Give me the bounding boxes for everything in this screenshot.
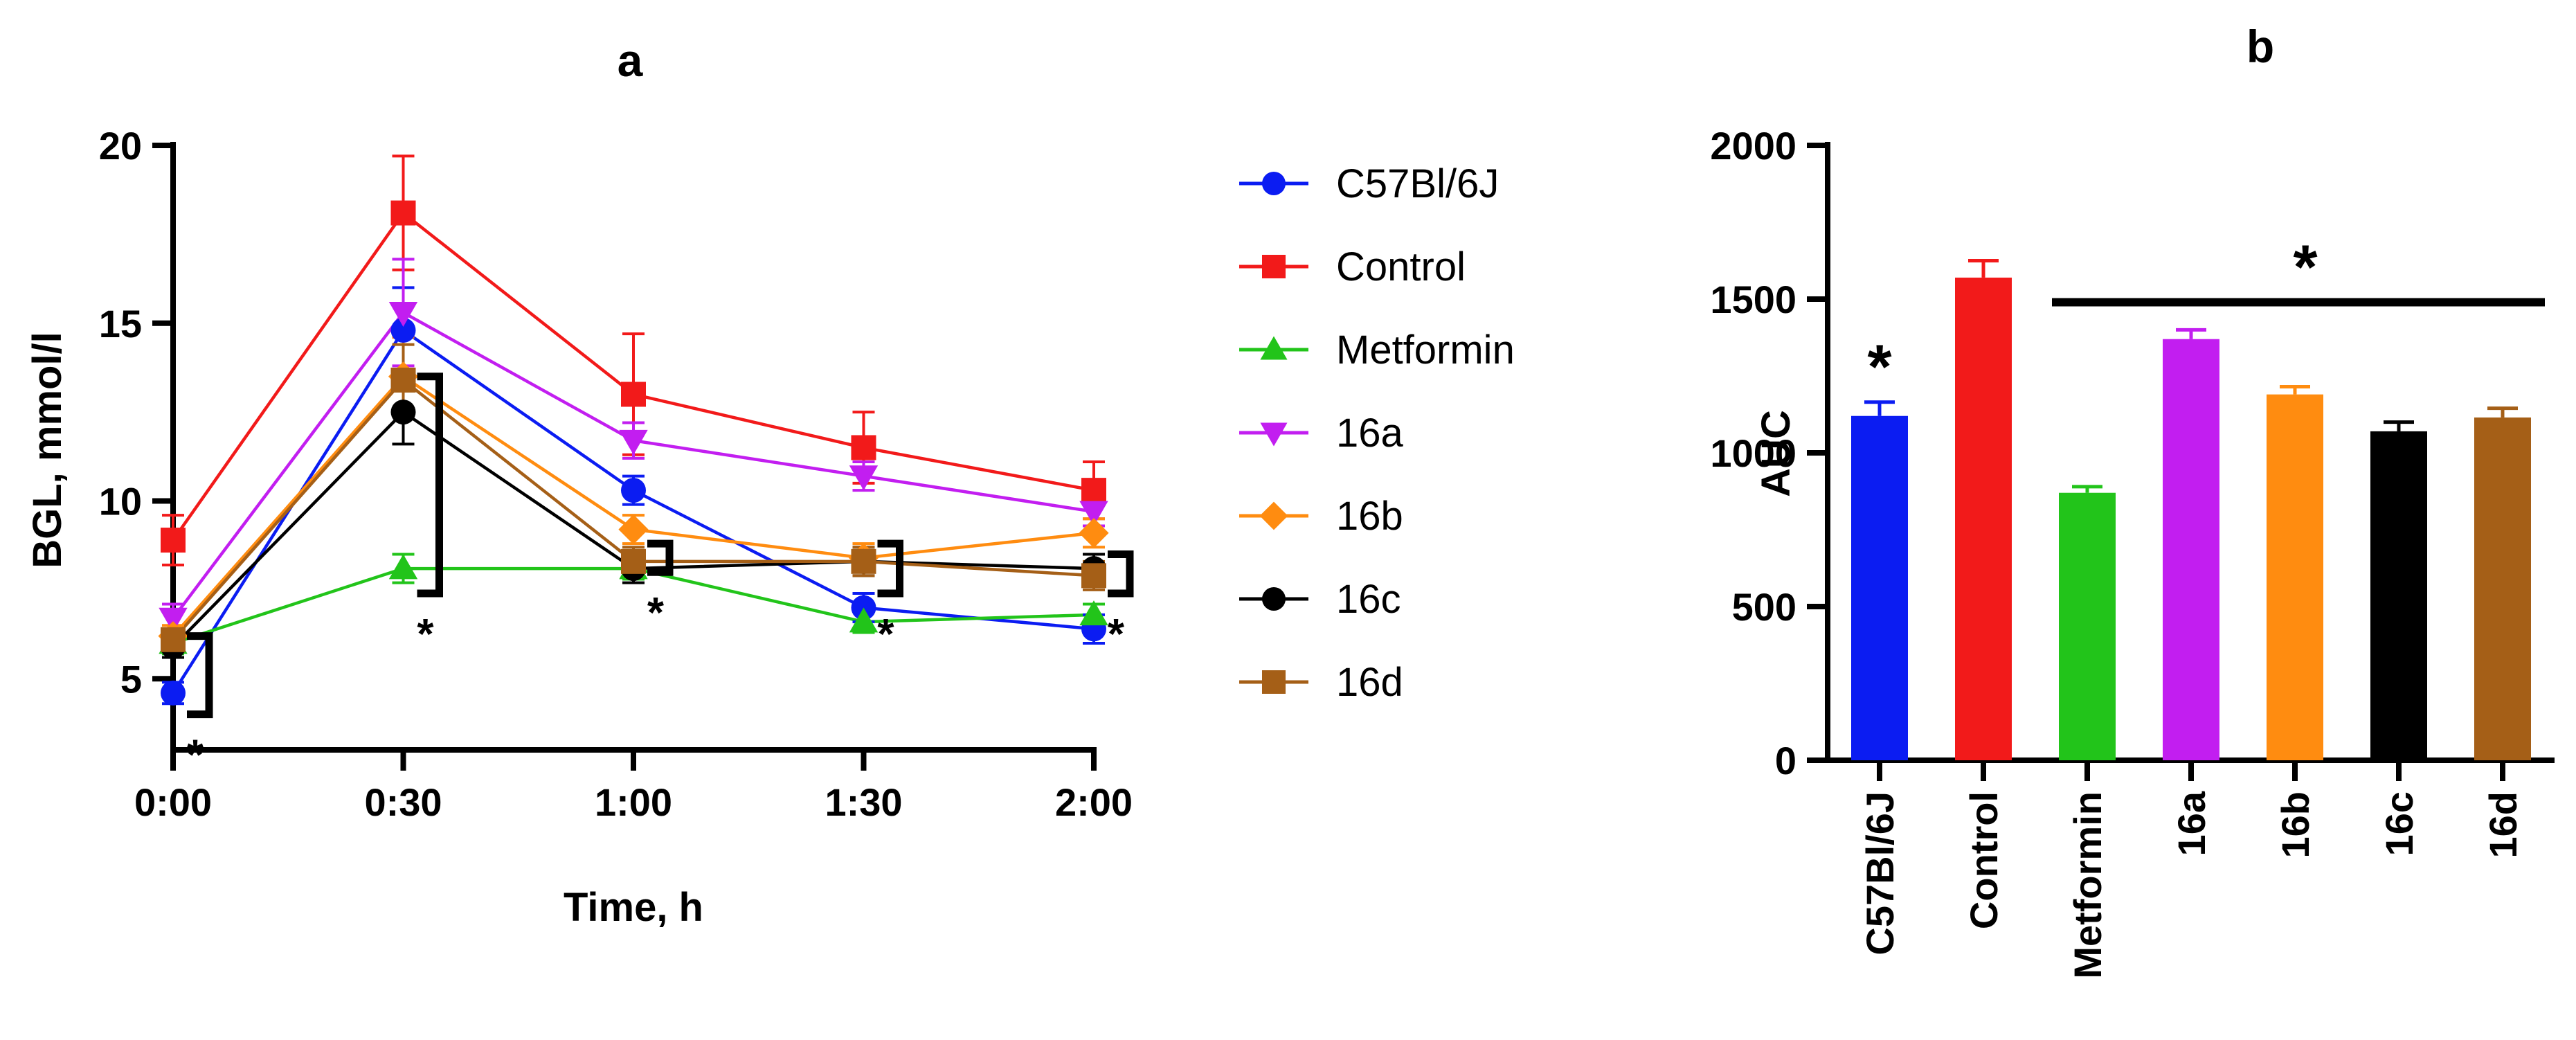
y-tick-label: 2000 [1710, 124, 1796, 168]
x-tick-label: C57Bl/6J [1858, 791, 1902, 956]
x-tick-label: 16c [2377, 791, 2421, 856]
significance-star: * [1867, 333, 1891, 402]
significance-bracket [1108, 550, 1134, 598]
legend-marker [1262, 172, 1286, 195]
x-tick-label: Metformin [2066, 791, 2109, 979]
significance-star: * [2293, 233, 2317, 302]
x-tick-label: 16b [2273, 791, 2317, 859]
x-tick-label: 1:00 [595, 780, 672, 824]
data-point [619, 429, 648, 455]
legend-label: Control [1336, 244, 1466, 289]
data-point [1079, 518, 1109, 548]
data-point [161, 680, 186, 706]
significance-star: * [1108, 611, 1125, 658]
legend-label: 16d [1336, 660, 1403, 705]
line-chart-panel-a: a 5 10 15 20 0:00 0:30 1:00 1:30 2:00 * * * * * Time… [25, 35, 1515, 930]
chart-b-annotations: ** [1867, 233, 2545, 402]
data-point [851, 548, 876, 574]
x-tick-label: 16d [2481, 791, 2525, 859]
x-tick-label: 2:00 [1055, 780, 1133, 824]
data-point [621, 548, 646, 574]
chart-a-legend: C57Bl/6J Control Metformin 16a 16b 16c 16d [1239, 161, 1515, 705]
legend-label: 16b [1336, 494, 1403, 539]
data-point [1079, 600, 1108, 626]
chart-b-axes: 0 500 1000 1500 2000 C57Bl/6J Control Metformin… [1710, 124, 2555, 979]
chart-a-ylabel: BGL, mmol/l [25, 332, 70, 568]
legend-marker [1260, 336, 1288, 360]
bar [2370, 431, 2427, 760]
data-point [161, 627, 186, 652]
y-tick-label: 1500 [1710, 278, 1796, 321]
data-point [849, 607, 879, 633]
legend-marker [1262, 670, 1286, 694]
data-point [618, 514, 649, 545]
significance-bracket [417, 373, 443, 598]
y-tick-label: 15 [99, 302, 142, 346]
data-point [159, 607, 188, 633]
legend-label: Metformin [1336, 328, 1515, 373]
legend-marker [1259, 501, 1288, 530]
y-tick-label: 20 [99, 124, 142, 168]
chart-a-xlabel: Time, h [564, 885, 703, 930]
bar [1955, 277, 2012, 760]
significance-star: * [187, 732, 204, 780]
bar [2163, 339, 2219, 761]
significance-star: * [647, 589, 665, 637]
data-point [390, 400, 416, 425]
data-point [1081, 478, 1106, 503]
x-tick-label: Control [1962, 791, 2006, 929]
data-point [849, 465, 879, 491]
data-point [390, 200, 416, 226]
significance-bracket [647, 539, 674, 576]
significance-bracket [877, 539, 903, 598]
y-tick-label: 10 [99, 480, 142, 523]
chart-a-series [158, 154, 1109, 706]
significance-star: * [417, 611, 434, 658]
chart-a-title: a [618, 35, 644, 86]
legend-label: 16a [1336, 411, 1404, 456]
significance-star: * [877, 611, 894, 658]
x-tick-label: 1:30 [825, 780, 902, 824]
significance-bracket [187, 632, 213, 719]
bar [2267, 394, 2323, 760]
data-point [161, 528, 186, 553]
bar [2474, 417, 2531, 760]
bar [2059, 492, 2116, 760]
data-point [388, 302, 418, 328]
legend-marker [1260, 422, 1288, 447]
data-point [851, 435, 876, 460]
bar [1851, 415, 1908, 760]
bar-chart-panel-b: b 0 500 1000 1500 2000 C57Bl/6J Control Metform… [1710, 21, 2555, 979]
chart-b-bars [1851, 259, 2531, 761]
data-point [621, 478, 646, 503]
data-point [1079, 501, 1108, 526]
y-tick-label: 5 [120, 657, 142, 701]
legend-label: C57Bl/6J [1336, 161, 1499, 206]
data-point [621, 382, 646, 407]
y-tick-label: 1000 [1710, 431, 1796, 475]
chart-a-axes: 5 10 15 20 0:00 0:30 1:00 1:30 2:00 [99, 124, 1133, 824]
chart-a-annotations: * * * * * [187, 373, 1134, 780]
x-tick-label: 0:30 [364, 780, 442, 824]
y-tick-label: 0 [1775, 739, 1796, 782]
y-tick-label: 500 [1732, 585, 1796, 629]
x-tick-label: 0:00 [134, 780, 212, 824]
data-point [390, 318, 416, 343]
data-point [390, 367, 416, 393]
chart-b-ylabel: AUC [1754, 410, 1799, 497]
data-point [1081, 563, 1106, 589]
chart-b-title: b [2246, 21, 2274, 72]
legend-label: 16c [1336, 577, 1401, 622]
x-tick-label: 16a [2170, 791, 2213, 856]
data-point [388, 554, 418, 580]
legend-marker [1262, 587, 1286, 611]
legend-marker [1262, 255, 1286, 278]
